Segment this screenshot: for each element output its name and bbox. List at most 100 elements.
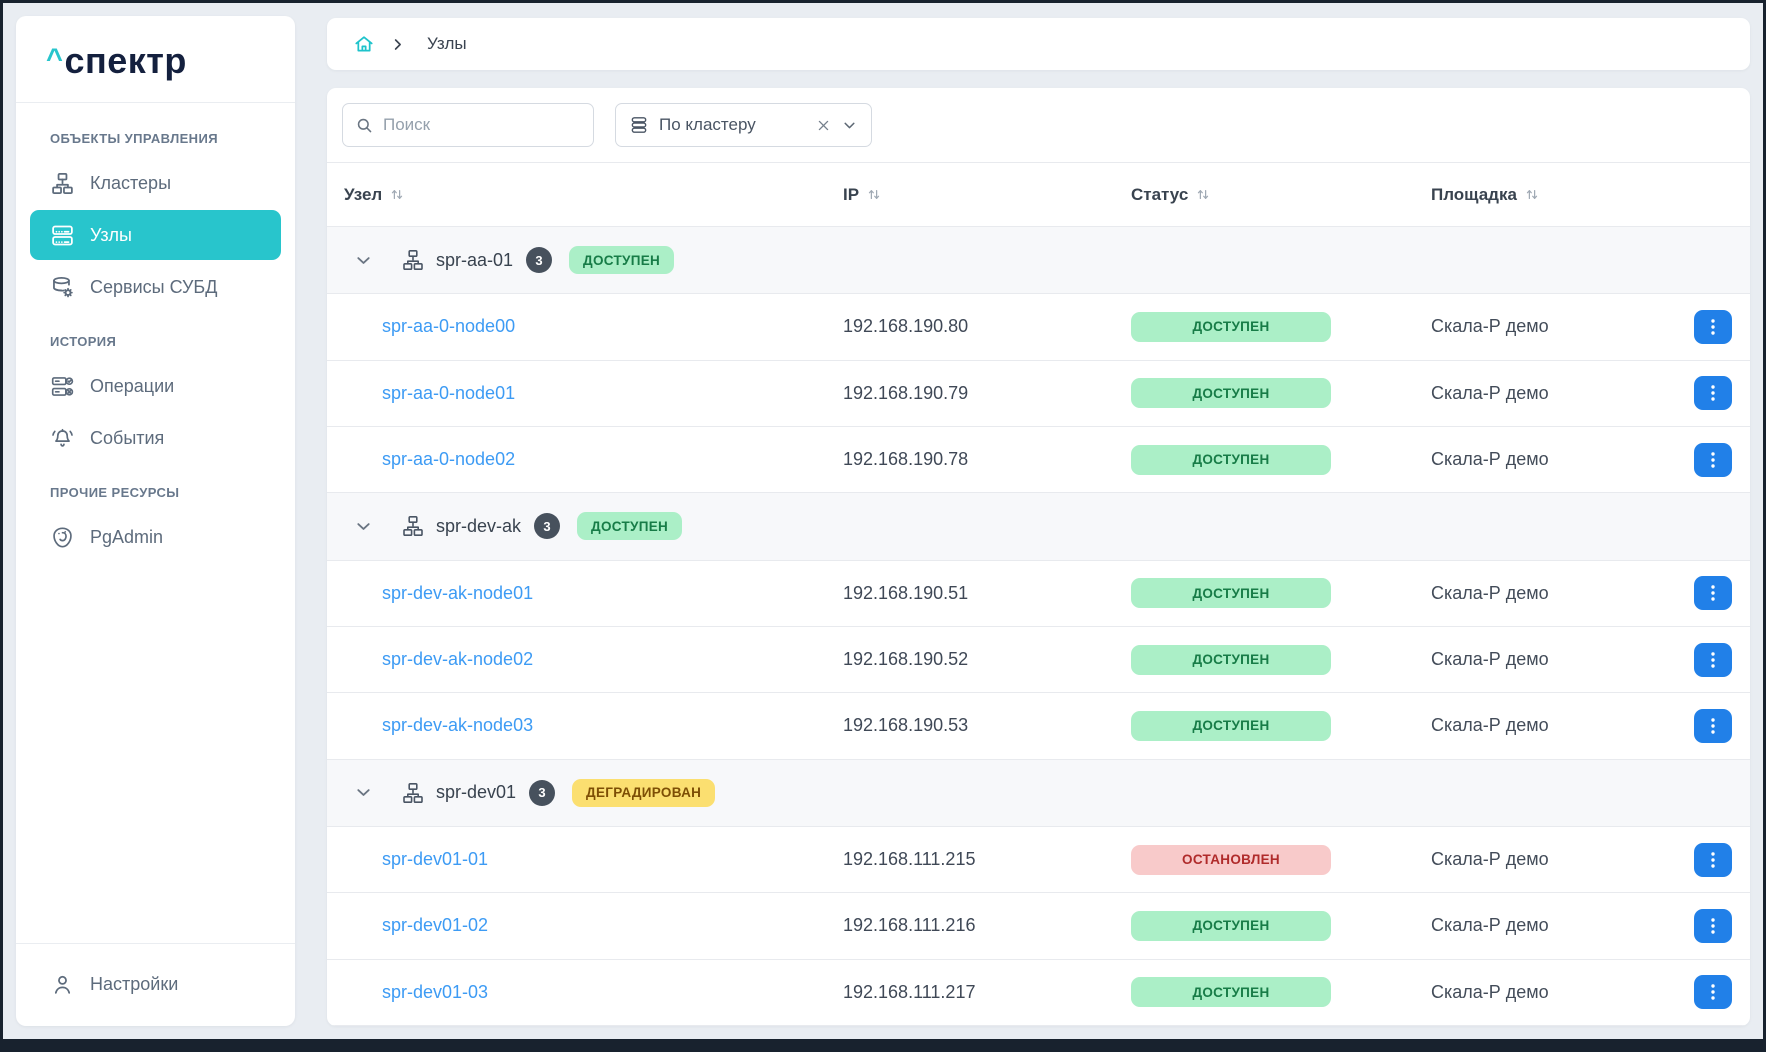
node-link[interactable]: spr-dev01-01 bbox=[382, 849, 489, 870]
sidebar-item-label: Кластеры bbox=[90, 172, 171, 193]
node-status-badge: ДОСТУПЕН bbox=[1131, 710, 1331, 741]
kebab-icon bbox=[1711, 651, 1715, 668]
node-row: spr-dev01-03 192.168.111.217 ДОСТУПЕН Ск… bbox=[327, 960, 1750, 1026]
collapse-chevron-icon[interactable] bbox=[353, 782, 374, 803]
node-ip: 192.168.190.78 bbox=[843, 449, 969, 470]
kebab-icon bbox=[1711, 984, 1715, 1000]
user-icon bbox=[49, 971, 75, 997]
cluster-group-row: spr-dev-ak 3 ДОСТУПЕН bbox=[327, 493, 1750, 561]
node-site: Скала-Р демо bbox=[1431, 582, 1549, 603]
sidebar-item-db-services[interactable]: Сервисы СУБД bbox=[30, 262, 281, 312]
cluster-status-badge: ДЕГРАДИРОВАН bbox=[572, 778, 716, 807]
row-actions-button[interactable] bbox=[1694, 376, 1732, 411]
chevron-down-icon[interactable] bbox=[841, 117, 858, 134]
cluster-group-row: spr-dev01 3 ДЕГРАДИРОВАН bbox=[327, 759, 1750, 827]
node-link[interactable]: spr-aa-0-node01 bbox=[382, 382, 516, 403]
column-header-status[interactable]: Статус bbox=[1131, 185, 1431, 205]
node-site: Скала-Р демо bbox=[1431, 649, 1549, 670]
clusters-icon bbox=[49, 170, 75, 196]
cluster-icon bbox=[401, 781, 425, 805]
cluster-name[interactable]: spr-aa-01 bbox=[436, 249, 514, 270]
node-site: Скала-Р демо bbox=[1431, 449, 1549, 470]
node-status-badge: ОСТАНОВЛЕН bbox=[1131, 844, 1331, 875]
sort-icon bbox=[868, 189, 880, 200]
node-link[interactable]: spr-dev-ak-node02 bbox=[382, 649, 534, 670]
collapse-chevron-icon[interactable] bbox=[353, 516, 374, 537]
sidebar-item-label: Настройки bbox=[90, 973, 179, 994]
row-actions-button[interactable] bbox=[1694, 642, 1732, 677]
node-row: spr-dev01-02 192.168.111.216 ДОСТУПЕН Ск… bbox=[327, 893, 1750, 960]
cluster-name[interactable]: spr-dev01 bbox=[436, 782, 517, 803]
sidebar-item-operations[interactable]: Операции bbox=[30, 361, 281, 411]
sidebar-item-settings[interactable]: Настройки bbox=[30, 959, 281, 1009]
column-header-node[interactable]: Узел bbox=[327, 185, 843, 205]
node-status-badge: ДОСТУПЕН bbox=[1131, 378, 1331, 409]
node-row: spr-dev-ak-node01 192.168.190.51 ДОСТУПЕ… bbox=[327, 561, 1750, 627]
search-input[interactable] bbox=[383, 115, 581, 135]
row-actions-button[interactable] bbox=[1694, 576, 1732, 611]
sidebar-item-label: Сервисы СУБД bbox=[90, 276, 218, 297]
node-row: spr-dev-ak-node02 192.168.190.52 ДОСТУПЕ… bbox=[327, 627, 1750, 694]
sidebar-item-label: PgAdmin bbox=[90, 526, 164, 547]
node-status-badge: ДОСТУПЕН bbox=[1131, 311, 1331, 342]
column-header-ip[interactable]: IP bbox=[843, 185, 1131, 205]
home-icon[interactable] bbox=[353, 33, 375, 55]
node-ip: 192.168.190.51 bbox=[843, 582, 969, 603]
node-row: spr-aa-0-node00 192.168.190.80 ДОСТУПЕН … bbox=[327, 294, 1750, 361]
sidebar-item-label: События bbox=[90, 427, 165, 448]
logo-caret: ^ bbox=[46, 43, 64, 75]
node-status-badge: ДОСТУПЕН bbox=[1131, 910, 1331, 941]
node-link[interactable]: spr-dev-ak-node03 bbox=[382, 715, 534, 736]
row-actions-button[interactable] bbox=[1694, 442, 1732, 477]
cluster-status-badge: ДОСТУПЕН bbox=[569, 246, 675, 275]
node-link[interactable]: spr-dev01-03 bbox=[382, 981, 489, 1002]
row-actions-button[interactable] bbox=[1694, 309, 1732, 344]
node-row: spr-aa-0-node02 192.168.190.78 ДОСТУПЕН … bbox=[327, 427, 1750, 494]
kebab-icon bbox=[1711, 718, 1715, 734]
cluster-icon bbox=[401, 514, 425, 538]
sidebar: ^спектр ОБЪЕКТЫ УПРАВЛЕНИЯ Кластеры Узлы bbox=[16, 16, 295, 1026]
collapse-chevron-icon[interactable] bbox=[353, 250, 374, 271]
row-actions-button[interactable] bbox=[1694, 975, 1732, 1010]
db-services-icon bbox=[49, 274, 75, 300]
node-link[interactable]: spr-aa-0-node00 bbox=[382, 316, 516, 337]
row-actions-button[interactable] bbox=[1694, 908, 1732, 943]
section-title-other-resources: ПРОЧИЕ РЕСУРСЫ bbox=[50, 485, 180, 500]
node-link[interactable]: spr-dev01-02 bbox=[382, 915, 489, 936]
node-link[interactable]: spr-aa-0-node02 bbox=[382, 449, 516, 470]
sidebar-item-pgadmin[interactable]: PgAdmin bbox=[30, 512, 281, 562]
cluster-name[interactable]: spr-dev-ak bbox=[436, 515, 522, 536]
cluster-filter-select[interactable]: По кластеру bbox=[615, 103, 872, 147]
sort-icon bbox=[1526, 189, 1538, 200]
kebab-icon bbox=[1711, 451, 1715, 468]
sidebar-nav: ОБЪЕКТЫ УПРАВЛЕНИЯ Кластеры Узлы Сервисы… bbox=[16, 103, 295, 564]
node-row: spr-aa-0-node01 192.168.190.79 ДОСТУПЕН … bbox=[327, 361, 1750, 427]
section-title-history: ИСТОРИЯ bbox=[50, 334, 117, 349]
filter-label: По кластеру bbox=[659, 115, 756, 134]
sidebar-footer: Настройки bbox=[16, 943, 295, 1026]
node-status-badge: ДОСТУПЕН bbox=[1131, 578, 1331, 609]
clear-filter-icon[interactable] bbox=[816, 118, 831, 133]
row-actions-button[interactable] bbox=[1694, 708, 1732, 743]
node-ip: 192.168.111.217 bbox=[843, 981, 976, 1002]
sidebar-item-clusters[interactable]: Кластеры bbox=[30, 158, 281, 208]
node-site: Скала-Р демо bbox=[1431, 316, 1549, 337]
sidebar-item-events[interactable]: События bbox=[30, 413, 281, 463]
node-site: Скала-Р демо bbox=[1431, 715, 1549, 736]
main-area: Узлы По кластеру bbox=[327, 16, 1750, 1026]
logo-text: спектр bbox=[64, 40, 187, 81]
cluster-group-row: spr-aa-01 3 ДОСТУПЕН bbox=[327, 227, 1750, 295]
kebab-icon bbox=[1711, 319, 1715, 335]
toolbar: По кластеру bbox=[327, 88, 1750, 162]
sort-icon bbox=[1198, 189, 1209, 200]
node-count-badge: 3 bbox=[526, 247, 553, 274]
kebab-icon bbox=[1711, 851, 1715, 868]
node-link[interactable]: spr-dev-ak-node01 bbox=[382, 582, 534, 603]
breadcrumb-current: Узлы bbox=[427, 34, 467, 53]
sidebar-item-nodes[interactable]: Узлы bbox=[30, 210, 281, 260]
column-header-site[interactable]: Площадка bbox=[1431, 185, 1678, 205]
cluster-filter-icon bbox=[629, 115, 649, 135]
row-actions-button[interactable] bbox=[1694, 842, 1732, 877]
node-count-badge: 3 bbox=[529, 779, 556, 806]
